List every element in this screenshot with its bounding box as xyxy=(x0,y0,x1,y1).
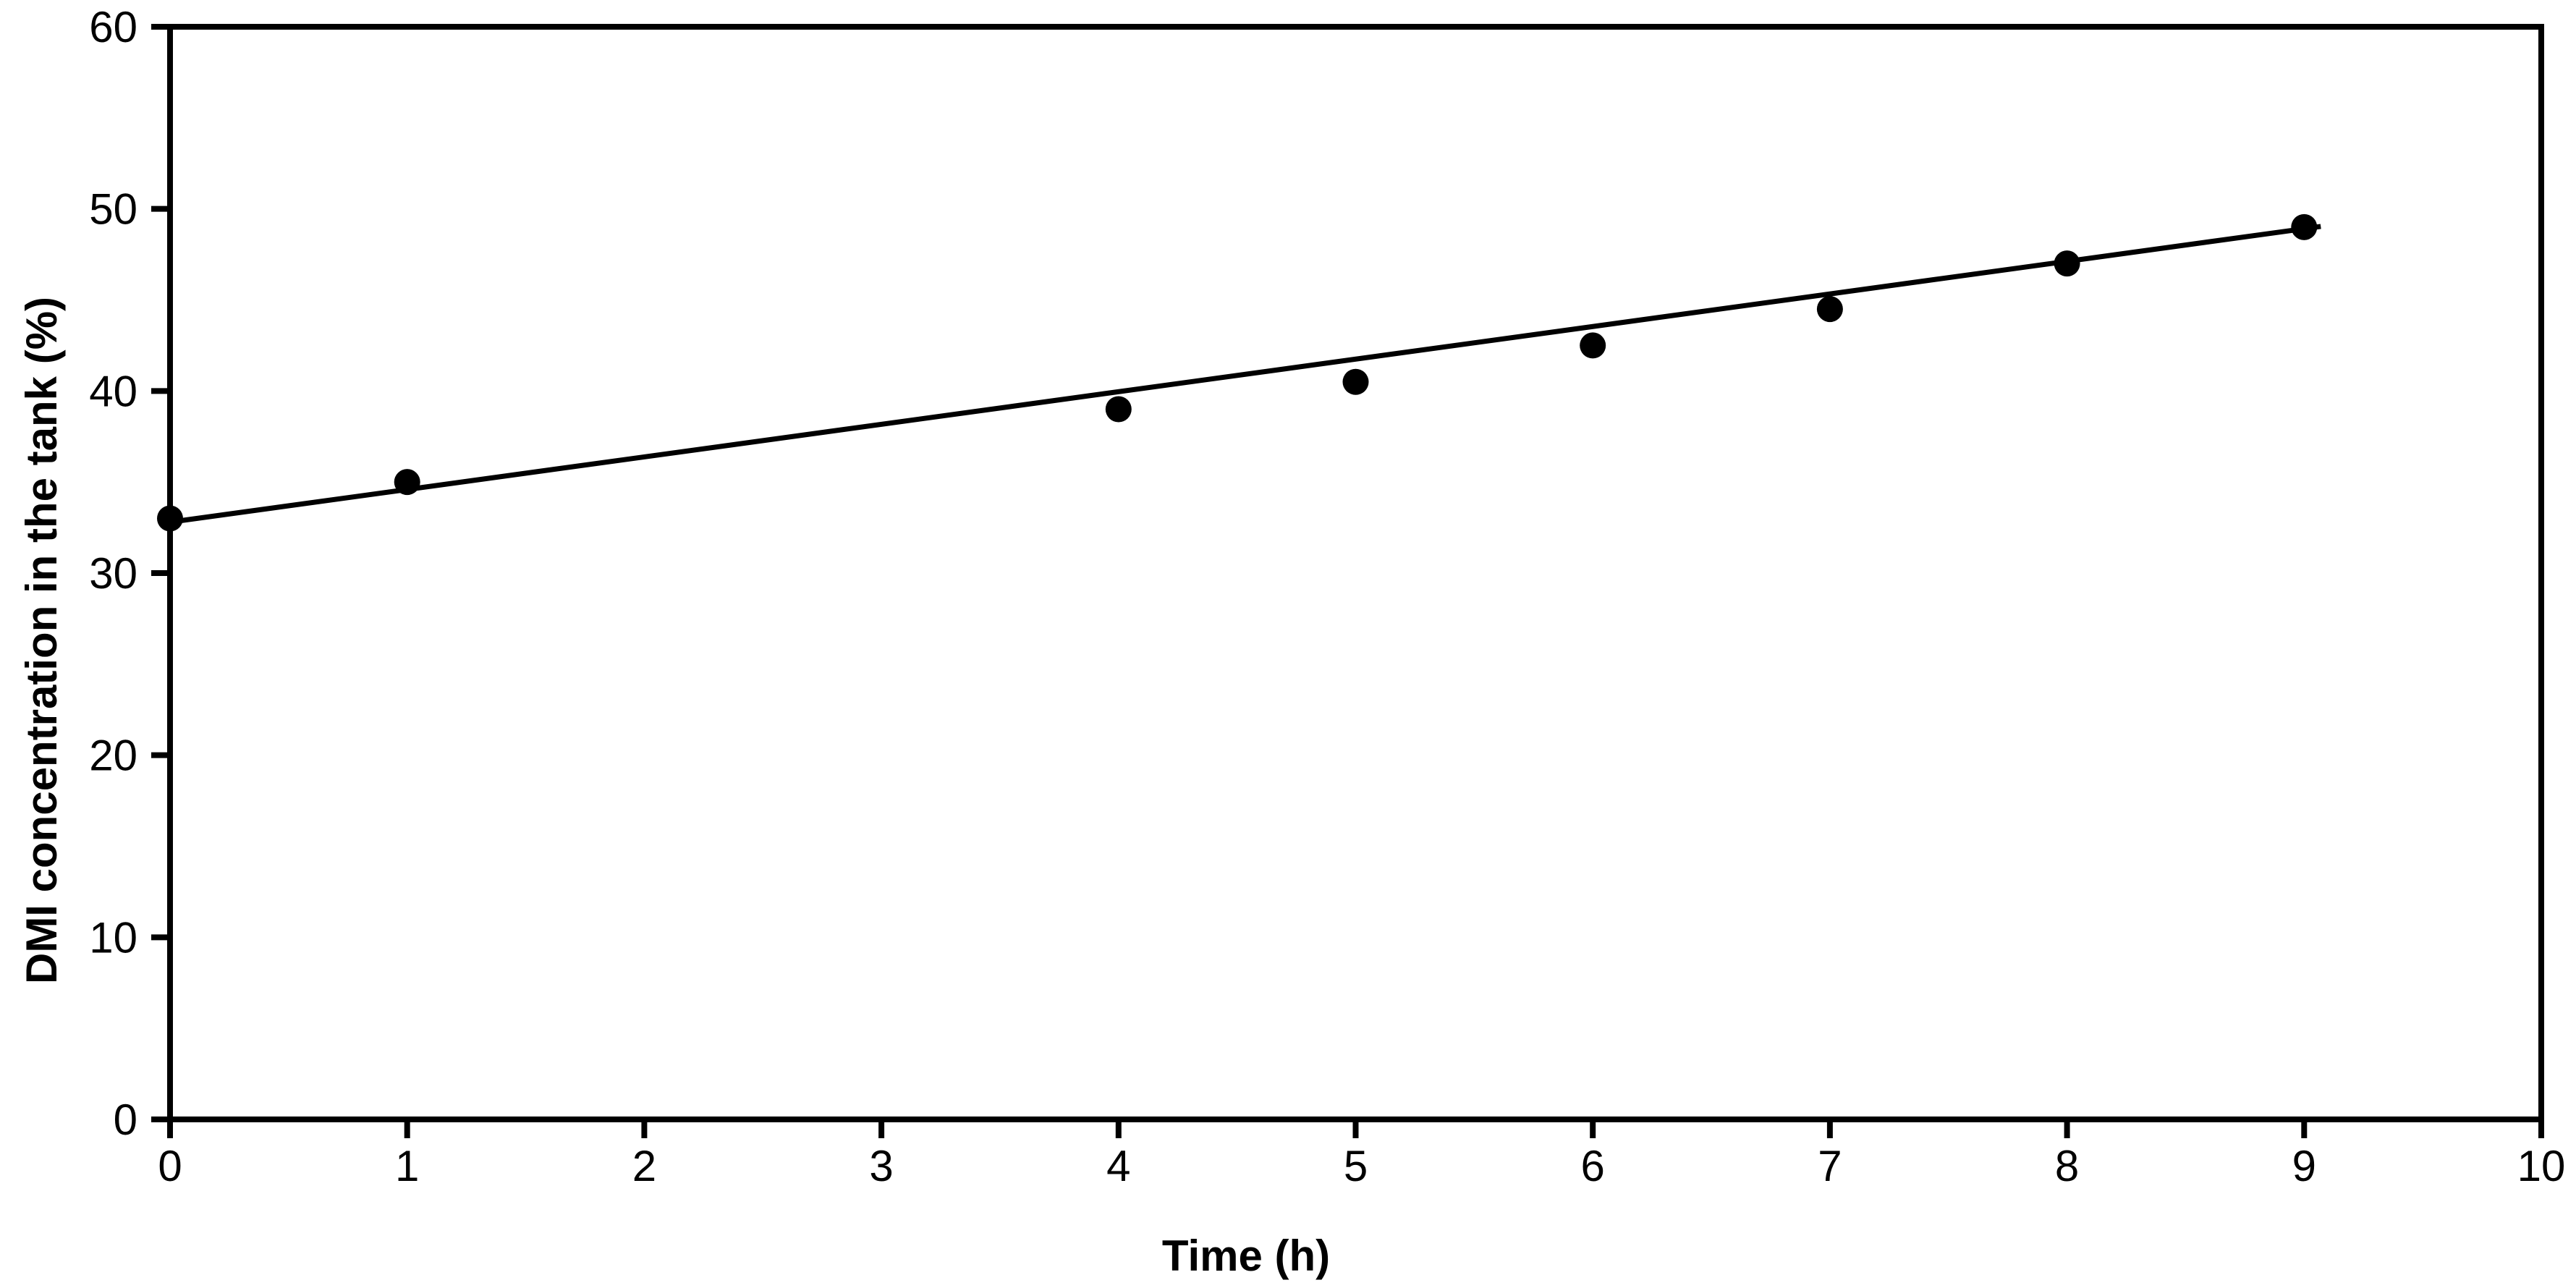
y-tick-label: 30 xyxy=(89,549,137,598)
x-tick-label: 3 xyxy=(869,1142,893,1190)
x-tick-label: 4 xyxy=(1106,1142,1130,1190)
data-point xyxy=(1580,332,1606,359)
x-tick-label: 8 xyxy=(2055,1142,2079,1190)
data-points xyxy=(157,213,2318,532)
y-tick-label: 50 xyxy=(89,185,137,234)
x-tick-label: 10 xyxy=(2517,1142,2566,1190)
data-point xyxy=(2291,213,2318,240)
data-point xyxy=(394,469,420,496)
x-tick-label: 1 xyxy=(395,1142,419,1190)
data-point xyxy=(2054,250,2080,277)
y-axis-title: DMI concentration in the tank (%) xyxy=(17,297,66,984)
trendline xyxy=(169,224,2321,525)
x-tick-label: 5 xyxy=(1344,1142,1368,1190)
x-axis-ticks xyxy=(167,1119,2544,1138)
x-tick-label: 0 xyxy=(158,1142,182,1190)
y-axis-ticks xyxy=(151,24,170,1122)
y-axis-tick-labels: 0 10 20 30 40 50 60 xyxy=(89,3,137,1144)
data-point xyxy=(1342,368,1369,395)
x-tick-label: 2 xyxy=(632,1142,656,1190)
data-point xyxy=(157,505,183,532)
y-tick-label: 20 xyxy=(89,732,137,780)
x-axis-title: Time (h) xyxy=(1162,1232,1330,1280)
y-tick-label: 60 xyxy=(89,3,137,51)
x-axis-tick-labels: 0 1 2 3 4 5 6 7 8 9 10 xyxy=(158,1142,2565,1190)
plot-frame xyxy=(167,24,2544,1122)
x-tick-label: 7 xyxy=(1818,1142,1842,1190)
y-tick-label: 40 xyxy=(89,367,137,415)
y-tick-label: 0 xyxy=(114,1096,137,1144)
x-tick-label: 9 xyxy=(2292,1142,2316,1190)
data-point xyxy=(1105,396,1132,423)
data-point xyxy=(1816,296,1843,323)
x-tick-label: 6 xyxy=(1581,1142,1605,1190)
y-tick-label: 10 xyxy=(89,913,137,962)
